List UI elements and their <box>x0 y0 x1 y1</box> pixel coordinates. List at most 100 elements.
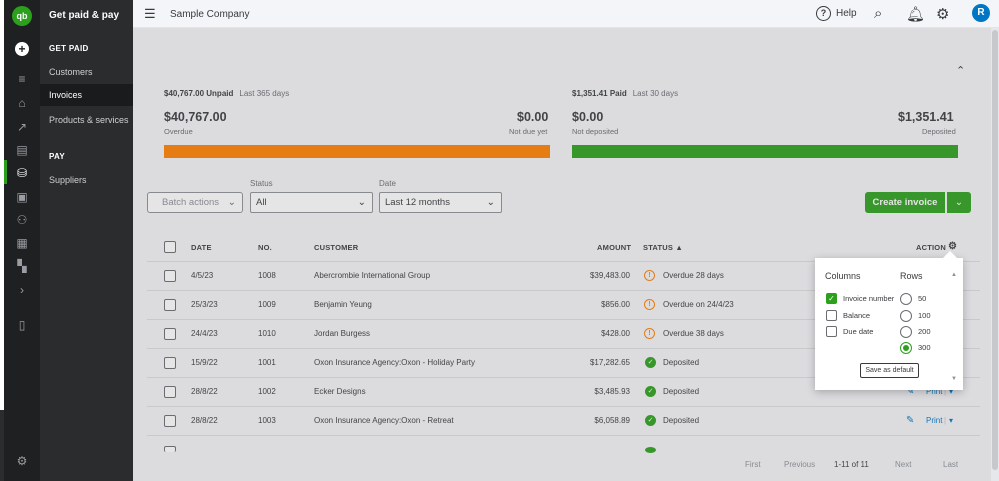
table-row[interactable] <box>147 262 980 291</box>
row-checkbox-partial[interactable] <box>164 446 176 452</box>
column-no[interactable]: NO. <box>258 243 272 252</box>
pager-previous[interactable]: Previous <box>784 460 816 469</box>
bookmark-icon[interactable]: ▯ <box>18 318 26 332</box>
table-row[interactable] <box>147 291 980 320</box>
rows-50-label[interactable]: 50 <box>918 294 927 303</box>
row-customer[interactable]: Benjamin Yeung <box>314 300 372 309</box>
sidebar-item-suppliers[interactable]: Suppliers <box>49 175 87 185</box>
inventory-icon[interactable]: ▦ <box>16 236 28 250</box>
column-date[interactable]: DATE <box>191 243 212 252</box>
column-balance-label[interactable]: Balance <box>843 311 871 320</box>
row-checkbox[interactable] <box>164 270 176 282</box>
popover-scrollbar[interactable]: ▲ ▼ <box>951 272 957 382</box>
row-customer[interactable]: Ecker Designs <box>314 387 366 396</box>
scroll-down-icon[interactable]: ▼ <box>951 376 957 382</box>
row-amount: $3,485.93 <box>594 387 630 396</box>
apps-icon[interactable]: ▚ <box>17 259 27 273</box>
document-icon[interactable]: ▤ <box>16 143 28 157</box>
column-due-date-label[interactable]: Due date <box>843 327 874 336</box>
row-number: 1008 <box>258 271 276 280</box>
table-row[interactable] <box>147 378 980 407</box>
action-divider: | <box>944 416 947 425</box>
rows-200-label[interactable]: 200 <box>918 327 931 336</box>
menu-icon[interactable]: ≡ <box>18 72 26 86</box>
column-customer[interactable]: CUSTOMER <box>314 243 359 252</box>
status-filter-select[interactable]: All ⌄ <box>250 192 373 213</box>
row-checkbox[interactable] <box>164 357 176 369</box>
quickbooks-logo[interactable]: qb <box>12 6 32 26</box>
row-number: 1009 <box>258 300 276 309</box>
help-icon[interactable]: ? <box>816 6 831 21</box>
home-icon[interactable]: ⌂ <box>18 96 26 110</box>
rows-200-radio[interactable] <box>900 326 912 338</box>
notification-bell-icon[interactable]: 🔔︎ <box>906 6 926 23</box>
sidebar-item-products[interactable]: Products & services <box>49 115 129 125</box>
row-checkbox[interactable] <box>164 415 176 427</box>
left-edge-dark <box>0 410 4 481</box>
row-customer[interactable]: Oxon Insurance Agency:Oxon - Holiday Par… <box>314 358 475 367</box>
menu-title: Get paid & pay <box>49 10 120 21</box>
rows-100-radio[interactable] <box>900 310 912 322</box>
table-row[interactable] <box>147 349 980 378</box>
column-due-date-checkbox[interactable] <box>826 326 837 337</box>
column-status[interactable]: STATUS ▲ <box>643 243 683 252</box>
rows-50-radio[interactable] <box>900 293 912 305</box>
sidebar-item-customers[interactable]: Customers <box>49 67 93 77</box>
row-checkbox[interactable] <box>164 386 176 398</box>
create-invoice-dropdown[interactable]: ⌄ <box>947 192 971 213</box>
column-invoice-number-checkbox[interactable]: ✓ <box>826 293 837 304</box>
settings-icon[interactable]: ⚙ <box>936 6 950 23</box>
help-label[interactable]: Help <box>836 8 857 19</box>
row-action-print[interactable]: Print <box>926 416 943 425</box>
edit-pencil-icon[interactable]: ✎ <box>906 415 915 426</box>
settings-gear-icon[interactable]: ⚙ <box>16 454 28 468</box>
rows-300-radio[interactable] <box>900 342 912 354</box>
row-customer[interactable]: Abercrombie International Group <box>314 271 431 280</box>
action-dropdown-icon[interactable]: ▾ <box>949 416 954 425</box>
edit-pencil-icon[interactable]: ✎ <box>906 386 915 397</box>
action-dropdown-icon[interactable]: ▾ <box>949 387 954 396</box>
menu-section-get-paid: GET PAID <box>49 44 89 53</box>
search-icon[interactable]: ⌕ <box>874 5 883 22</box>
table-row[interactable] <box>147 320 980 349</box>
pager-first[interactable]: First <box>745 460 761 469</box>
pager-last[interactable]: Last <box>943 460 959 469</box>
save-as-default-button[interactable]: Save as default <box>860 363 919 378</box>
row-customer[interactable]: Oxon Insurance Agency:Oxon - Retreat <box>314 416 454 425</box>
column-invoice-number-label[interactable]: Invoice number <box>843 294 895 303</box>
rows-300-label[interactable]: 300 <box>918 343 931 352</box>
create-invoice-button[interactable]: Create invoice <box>865 192 945 213</box>
sidebar-item-invoices[interactable]: Invoices <box>40 84 133 106</box>
row-action-print[interactable]: Print <box>926 387 943 396</box>
expand-icon[interactable]: › <box>20 283 24 297</box>
people-icon[interactable]: ⚇ <box>16 213 28 227</box>
collapse-menu-icon[interactable]: ☰ <box>144 6 156 21</box>
receipt-icon[interactable]: ▣ <box>16 190 28 204</box>
row-checkbox[interactable] <box>164 328 176 340</box>
avatar[interactable]: R <box>972 4 990 22</box>
select-all-checkbox[interactable] <box>164 241 176 253</box>
create-plus-icon[interactable]: + <box>15 42 29 56</box>
row-customer[interactable]: Jordan Burgess <box>314 329 371 338</box>
column-action: ACTION <box>916 243 946 252</box>
batch-actions-button[interactable]: Batch actions ⌄ <box>147 192 243 213</box>
pager-next[interactable]: Next <box>895 460 912 469</box>
column-balance-checkbox[interactable] <box>826 310 837 321</box>
popover-backdrop[interactable] <box>133 28 991 481</box>
scroll-up-icon[interactable]: ▲ <box>951 272 957 278</box>
row-checkbox[interactable] <box>164 299 176 311</box>
page-scrollbar-thumb[interactable] <box>992 30 998 470</box>
rows-100-label[interactable]: 100 <box>918 311 931 320</box>
menu-section-pay: PAY <box>49 152 66 161</box>
date-filter-select[interactable]: Last 12 months ⌄ <box>379 192 502 213</box>
table-settings-gear-icon[interactable]: ⚙ <box>948 241 958 252</box>
column-amount[interactable]: AMOUNT <box>597 243 632 252</box>
collapse-summary-icon[interactable]: ⌃ <box>956 65 966 77</box>
overdue-bar[interactable] <box>164 145 550 158</box>
get-paid-icon[interactable]: ⛁ <box>16 166 28 180</box>
row-status: Overdue on 24/4/23 <box>663 300 734 309</box>
columns-title: Columns <box>825 271 861 281</box>
table-row[interactable] <box>147 407 980 436</box>
deposited-bar[interactable] <box>572 145 958 158</box>
chart-icon[interactable]: ↗ <box>16 120 28 134</box>
